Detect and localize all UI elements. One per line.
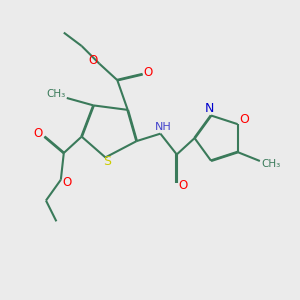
Text: NH: NH (155, 122, 172, 132)
Text: O: O (88, 54, 98, 67)
Text: CH₃: CH₃ (47, 88, 66, 98)
Text: CH₃: CH₃ (262, 159, 281, 169)
Text: O: O (143, 66, 152, 79)
Text: O: O (62, 176, 71, 189)
Text: N: N (205, 103, 214, 116)
Text: O: O (239, 113, 249, 126)
Text: O: O (178, 179, 187, 192)
Text: O: O (33, 127, 43, 140)
Text: S: S (103, 155, 111, 168)
